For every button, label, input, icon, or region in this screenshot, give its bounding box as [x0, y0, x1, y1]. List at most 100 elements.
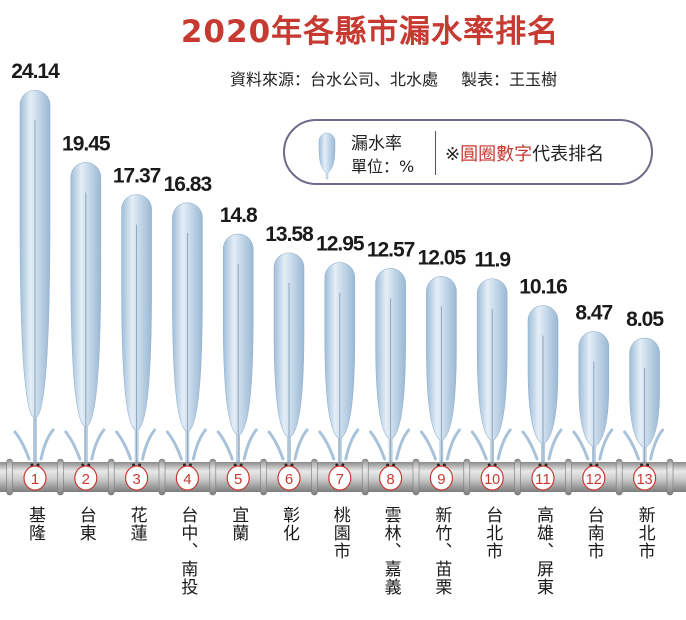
splash-right: [293, 428, 309, 461]
splash-left: [419, 430, 437, 461]
value-label: 12.05: [418, 246, 467, 269]
rank-circle: [632, 465, 657, 491]
splash-right: [39, 428, 55, 461]
splash-right: [90, 428, 106, 461]
pipe-ring: [361, 458, 369, 496]
category-label: 台東: [75, 506, 96, 542]
pipe-ring: [666, 458, 674, 496]
value-label: 10.16: [519, 276, 567, 299]
splash-left: [64, 430, 82, 461]
rank-number: 1: [31, 471, 39, 488]
pipe-ring: [260, 458, 267, 496]
splash-left: [369, 430, 387, 461]
splash-left: [267, 430, 285, 461]
category-label: 台南市: [583, 506, 604, 560]
splash-right: [344, 428, 360, 461]
rank-number: 6: [285, 471, 293, 488]
source-line: 資料來源：台水公司、北水處 製表：王玉樹: [230, 66, 575, 90]
legend-note: ※圓圈數字代表排名: [445, 140, 604, 166]
pipe-ring: [615, 458, 623, 496]
splash-right: [649, 428, 665, 461]
rank-number: 5: [234, 471, 242, 488]
rank-circle: [429, 465, 453, 491]
rank-number: 2: [82, 471, 90, 488]
rank-circle: [480, 465, 504, 491]
category-label: 花蓮: [126, 506, 147, 542]
value-label: 19.45: [62, 132, 111, 155]
category-label: 彰化: [279, 506, 299, 542]
value-label: 24.14: [11, 60, 60, 83]
value-label: 12.57: [367, 238, 415, 261]
splash-right: [395, 428, 411, 461]
pipe-ring: [463, 458, 471, 496]
pipe-ring: [158, 458, 166, 496]
rank-circle: [379, 465, 403, 491]
pipe-ring: [107, 458, 115, 496]
splash-left: [572, 430, 590, 461]
pipe-ring: [514, 458, 521, 496]
rank-number: 11: [535, 471, 551, 488]
value-label: 17.37: [113, 165, 161, 188]
category-label: 基隆: [25, 506, 45, 542]
rank-circle: [23, 465, 47, 491]
splash-left: [165, 430, 183, 461]
value-label: 8.47: [575, 302, 612, 325]
pipe-ring: [209, 458, 217, 496]
splash-left: [623, 430, 641, 461]
category-label: 桃園市: [329, 506, 350, 560]
rank-number: 10: [484, 471, 500, 488]
legend-label: 漏水率: [351, 134, 402, 154]
splash-left: [521, 430, 539, 461]
note-text: 代表排名: [532, 144, 605, 165]
splash-left: [13, 430, 31, 461]
pipe-ring: [57, 458, 64, 496]
rank-circle: [328, 465, 352, 491]
splash-right: [598, 428, 614, 461]
value-label: 16.83: [164, 173, 212, 196]
rank-number: 7: [336, 471, 344, 488]
chart-title: 2020年各縣市漏水率排名: [180, 14, 560, 50]
rank-circle: [582, 465, 606, 491]
splash-left: [216, 430, 234, 461]
category-label: 宜蘭: [228, 506, 249, 542]
value-label: 11.9: [474, 249, 510, 272]
value-label: 12.95: [316, 233, 365, 256]
legend-unit: 單位：%: [351, 157, 415, 176]
splash-left: [318, 430, 336, 461]
rank-number: 8: [386, 471, 394, 488]
splash-right: [496, 428, 512, 461]
rank-number: 3: [132, 471, 140, 488]
rank-circle: [125, 465, 149, 491]
rank-circle: [226, 465, 250, 491]
splash-right: [547, 428, 563, 461]
drop-legend-icon: [318, 132, 336, 180]
rank-circle: [74, 465, 98, 491]
splash-right: [242, 428, 258, 461]
value-label: 8.05: [626, 308, 664, 331]
splash-right: [191, 428, 207, 461]
legend: 漏水率 單位：% ※圓圈數字代表排名: [283, 119, 653, 185]
legend-divider: [435, 131, 436, 175]
splash-right: [445, 428, 461, 461]
rank-number: 9: [437, 471, 445, 488]
rank-number: 4: [183, 471, 191, 488]
note-highlight: 圓圈數字: [460, 144, 533, 165]
category-label: 新北市: [634, 506, 655, 560]
value-label: 13.58: [265, 223, 314, 246]
pipe-ring: [6, 458, 13, 496]
rank-number: 13: [637, 471, 653, 488]
category-label: 雲林、嘉義: [380, 506, 401, 596]
rank-circle: [277, 465, 301, 491]
pipe-ring: [412, 458, 420, 496]
rank-circle: [175, 465, 199, 491]
category-label: 台中、南投: [177, 506, 198, 596]
splash-left: [470, 430, 488, 461]
pipe-ring: [311, 458, 318, 496]
rank-circle: [531, 465, 555, 491]
splash-right: [141, 428, 157, 461]
category-label: 新竹、苗栗: [431, 506, 452, 596]
category-label: 台北市: [482, 506, 503, 560]
pipe-ring: [565, 458, 572, 496]
data-source: 資料來源：台水公司、北水處: [230, 70, 439, 89]
rank-number: 12: [586, 471, 602, 488]
